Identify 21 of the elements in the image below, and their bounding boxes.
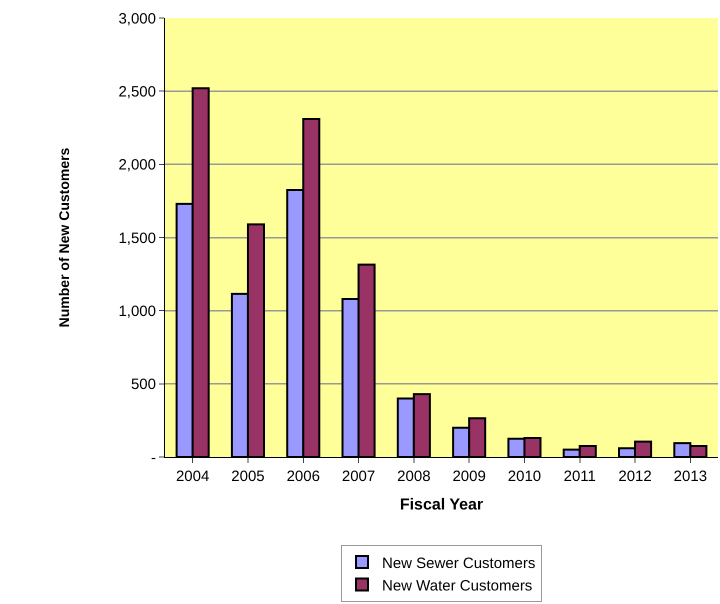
- x-tick-label: 2010: [508, 468, 542, 485]
- y-tick-label: 2,500: [118, 83, 156, 100]
- y-tick-label: -: [151, 449, 156, 466]
- x-tick-label: 2012: [618, 468, 652, 485]
- x-tick-label: 2005: [231, 468, 265, 485]
- y-tick-label: 1,500: [118, 230, 156, 247]
- x-tick-label: 2013: [674, 468, 708, 485]
- x-axis-title: Fiscal Year: [400, 496, 484, 514]
- y-axis-title: Number of New Customers: [56, 147, 72, 328]
- y-tick-label: 500: [130, 376, 156, 394]
- y-tick-label: 1,000: [118, 302, 156, 320]
- x-tick-label: 2009: [452, 468, 486, 485]
- legend-label: New Water Customers: [382, 577, 532, 594]
- x-tick-label: 2008: [397, 468, 431, 485]
- y-tick-label: 2,000: [118, 156, 156, 174]
- x-tick-label: 2004: [176, 468, 210, 485]
- x-tick-label: 2006: [286, 468, 320, 485]
- x-tick-label: 2007: [342, 468, 376, 485]
- y-tick-label: 3,000: [118, 10, 156, 28]
- x-tick-label: 2011: [564, 468, 596, 485]
- legend-label: New Sewer Customers: [382, 554, 536, 572]
